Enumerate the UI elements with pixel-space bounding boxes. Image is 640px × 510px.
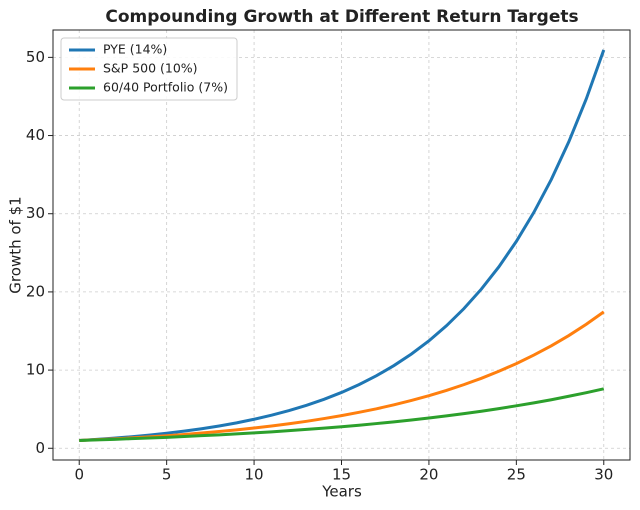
line-series: [79, 310, 605, 442]
x-tick-label: 10: [245, 466, 264, 484]
y-tick-label: 10: [26, 361, 45, 379]
x-tick-label: 20: [419, 466, 438, 484]
x-tick-label: 30: [594, 466, 613, 484]
y-tick-label: 50: [26, 48, 45, 66]
x-tick-label: 15: [332, 466, 351, 484]
x-tick-label: 5: [162, 466, 172, 484]
chart-title: Compounding Growth at Different Return T…: [105, 7, 578, 27]
legend-label: PYE (14%): [103, 42, 167, 57]
y-axis-label: Growth of $1: [7, 196, 25, 293]
x-tick-label: 0: [74, 466, 84, 484]
legend-label: 60/40 Portfolio (7%): [103, 80, 228, 95]
plot-frame: [52, 29, 631, 461]
line-series: [79, 387, 605, 442]
x-axis-label: Years: [321, 483, 362, 501]
legend-box: [60, 37, 238, 101]
line-series: [79, 49, 606, 442]
y-tick-label: 40: [26, 126, 45, 144]
y-tick-label: 20: [26, 282, 45, 300]
y-tick-label: 30: [26, 204, 45, 222]
y-tick-label: 0: [35, 439, 45, 457]
legend-label: S&P 500 (10%): [103, 61, 198, 76]
x-tick-label: 25: [507, 466, 526, 484]
